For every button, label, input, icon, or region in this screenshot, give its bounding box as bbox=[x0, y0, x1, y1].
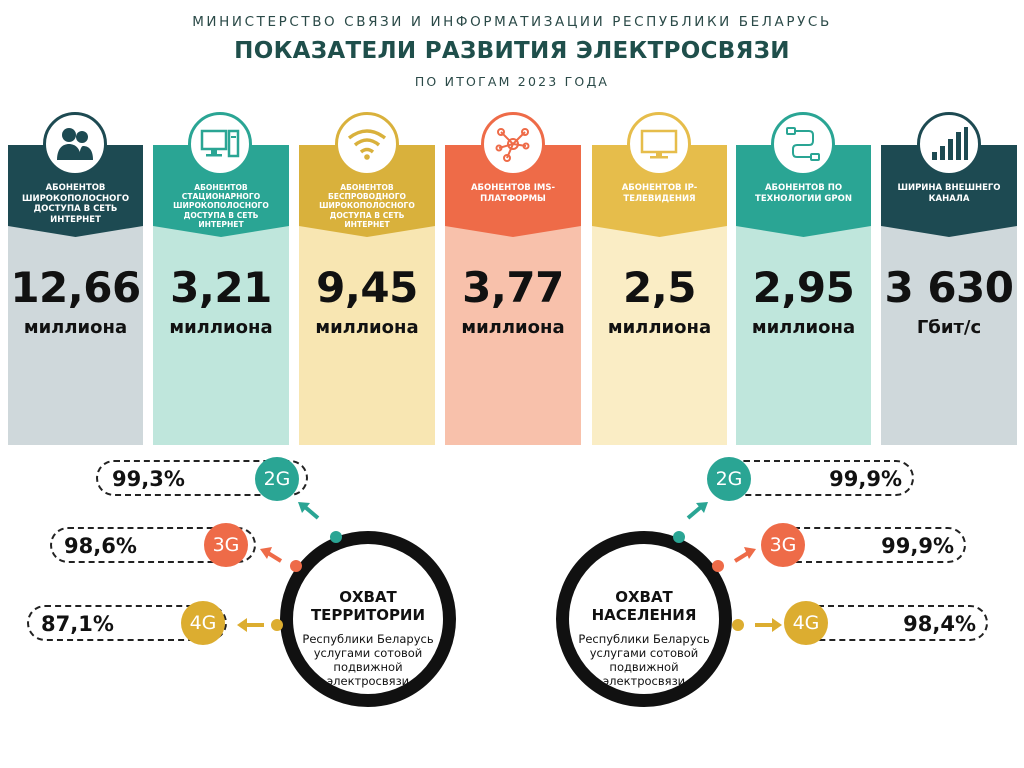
network-nodes-icon bbox=[481, 112, 545, 176]
population-desc-line3: подвижной bbox=[609, 660, 679, 674]
stat-column-external-channel: ШИРИНА ВНЕШНЕГО КАНАЛА 3 630 Гбит/с bbox=[881, 145, 1017, 445]
wifi-icon bbox=[335, 112, 399, 176]
population-coverage-ring: ОХВАТ НАСЕЛЕНИЯ Республики Беларусь услу… bbox=[556, 531, 732, 707]
column-unit: Гбит/с bbox=[916, 317, 982, 338]
column-unit: миллиона bbox=[751, 317, 856, 338]
stat-column-gpon: АБОНЕНТОВ ПО ТЕХНОЛОГИИ GPON 2,95 миллио… bbox=[736, 145, 871, 445]
territory-desc-line3: подвижной bbox=[333, 660, 403, 674]
territory-4g-badge: 4G bbox=[181, 601, 225, 645]
bar-chart-icon bbox=[917, 112, 981, 176]
column-value: 3,21 bbox=[170, 263, 272, 312]
population-4g-dot bbox=[732, 619, 744, 631]
fiber-cable-icon bbox=[771, 112, 835, 176]
territory-desc-line4: электросвязи bbox=[326, 674, 410, 688]
territory-4g-arrow-icon bbox=[237, 618, 264, 632]
column-unit: миллиона bbox=[23, 317, 128, 338]
page-subtitle: ПО ИТОГАМ 2023 ГОДА bbox=[414, 74, 610, 89]
stat-column-ims: АБОНЕНТОВ IMS-ПЛАТФОРМЫ 3,77 миллиона bbox=[445, 145, 581, 445]
population-4g-value: 98,4% bbox=[903, 612, 976, 636]
ministry-name: МИНИСТЕРСТВО СВЯЗИ И ИНФОРМАТИЗАЦИИ РЕСП… bbox=[192, 14, 832, 30]
territory-4g-value: 87,1% bbox=[41, 612, 114, 636]
column-unit: миллиона bbox=[461, 317, 565, 338]
territory-2g-value: 99,3% bbox=[112, 467, 185, 491]
territory-desc-line2: услугами сотовой bbox=[313, 646, 423, 660]
population-title-line2: НАСЕЛЕНИЯ bbox=[591, 606, 697, 624]
population-3g-value: 99,9% bbox=[881, 534, 954, 558]
territory-3g-value: 98,6% bbox=[64, 534, 137, 558]
stat-column-wireless-broadband: АБОНЕНТОВ БЕСПРОВОДНОГО ШИРОКОПОЛОСНОГО … bbox=[299, 145, 435, 445]
column-unit: миллиона bbox=[607, 317, 712, 338]
population-description: Республики Беларусь услугами сотовой под… bbox=[569, 632, 719, 688]
stat-column-broadband: АБОНЕНТОВ ШИРОКОПОЛОСНОГО ДОСТУПА В СЕТЬ… bbox=[8, 145, 143, 445]
population-title: ОХВАТ НАСЕЛЕНИЯ bbox=[569, 588, 719, 624]
column-label: АБОНЕНТОВ ПО ТЕХНОЛОГИИ GPON bbox=[755, 183, 852, 204]
stat-column-iptv: АБОНЕНТОВ IP-ТЕЛЕВИДЕНИЯ 2,5 миллиона bbox=[592, 145, 727, 445]
page-title: ПОКАЗАТЕЛИ РАЗВИТИЯ ЭЛЕКТРОСВЯЗИ bbox=[234, 38, 790, 64]
territory-3g-dot bbox=[290, 560, 302, 572]
column-label: АБОНЕНТОВ БЕСПРОВОДНОГО ШИРОКОПОЛОСНОГО … bbox=[319, 183, 415, 229]
desktop-computer-icon bbox=[188, 112, 252, 176]
population-3g-arrow-icon bbox=[733, 547, 756, 563]
population-2g-pill: 99,9% bbox=[726, 460, 914, 496]
column-label: ШИРИНА ВНЕШНЕГО КАНАЛА bbox=[897, 183, 1001, 204]
population-4g-badge: 4G bbox=[784, 601, 828, 645]
column-label: АБОНЕНТОВ СТАЦИОНАРНОГО ШИРОКОПОЛОСНОГО … bbox=[173, 183, 269, 229]
territory-3g-arrow-icon bbox=[260, 547, 283, 563]
population-3g-badge: 3G bbox=[761, 523, 805, 567]
territory-3g-badge: 3G bbox=[204, 523, 248, 567]
territory-coverage-ring: ОХВАТ ТЕРРИТОРИИ Республики Беларусь усл… bbox=[280, 531, 456, 707]
population-2g-dot bbox=[673, 531, 685, 543]
territory-title-line1: ОХВАТ bbox=[339, 588, 397, 606]
column-value: 2,5 bbox=[623, 263, 696, 312]
population-3g-dot bbox=[712, 560, 724, 572]
population-4g-pill: 98,4% bbox=[800, 605, 988, 641]
tv-monitor-icon bbox=[627, 112, 691, 176]
column-unit: миллиона bbox=[169, 317, 273, 338]
population-2g-arrow-icon bbox=[686, 502, 708, 520]
population-desc-line1: Республики Беларусь bbox=[578, 632, 710, 646]
population-title-line1: ОХВАТ bbox=[615, 588, 673, 606]
population-2g-value: 99,9% bbox=[829, 467, 902, 491]
territory-2g-badge: 2G bbox=[255, 457, 299, 501]
territory-2g-arrow-icon bbox=[298, 502, 320, 520]
territory-title-line2: ТЕРРИТОРИИ bbox=[310, 606, 426, 624]
stat-column-fixed-broadband: АБОНЕНТОВ СТАЦИОНАРНОГО ШИРОКОПОЛОСНОГО … bbox=[153, 145, 289, 445]
population-4g-arrow-icon bbox=[755, 618, 782, 632]
column-value: 2,95 bbox=[752, 263, 855, 312]
column-label: АБОНЕНТОВ ШИРОКОПОЛОСНОГО ДОСТУПА В СЕТЬ… bbox=[21, 183, 130, 225]
territory-description: Республики Беларусь услугами сотовой под… bbox=[293, 632, 443, 688]
column-value: 3 630 bbox=[884, 263, 1014, 312]
population-2g-badge: 2G bbox=[707, 457, 751, 501]
population-3g-pill: 99,9% bbox=[776, 527, 966, 563]
population-desc-line2: услугами сотовой bbox=[589, 646, 699, 660]
territory-4g-dot bbox=[271, 619, 283, 631]
territory-desc-line1: Республики Беларусь bbox=[302, 632, 434, 646]
column-label: АБОНЕНТОВ IP-ТЕЛЕВИДЕНИЯ bbox=[621, 183, 698, 204]
population-desc-line4: электросвязи bbox=[602, 674, 686, 688]
column-value: 3,77 bbox=[462, 263, 564, 312]
column-value: 9,45 bbox=[316, 263, 418, 312]
territory-2g-dot bbox=[330, 531, 342, 543]
territory-title: ОХВАТ ТЕРРИТОРИИ bbox=[293, 588, 443, 624]
users-icon bbox=[43, 112, 107, 176]
column-value: 12,66 bbox=[10, 263, 141, 312]
column-unit: миллиона bbox=[315, 317, 419, 338]
column-label: АБОНЕНТОВ IMS-ПЛАТФОРМЫ bbox=[470, 183, 556, 204]
